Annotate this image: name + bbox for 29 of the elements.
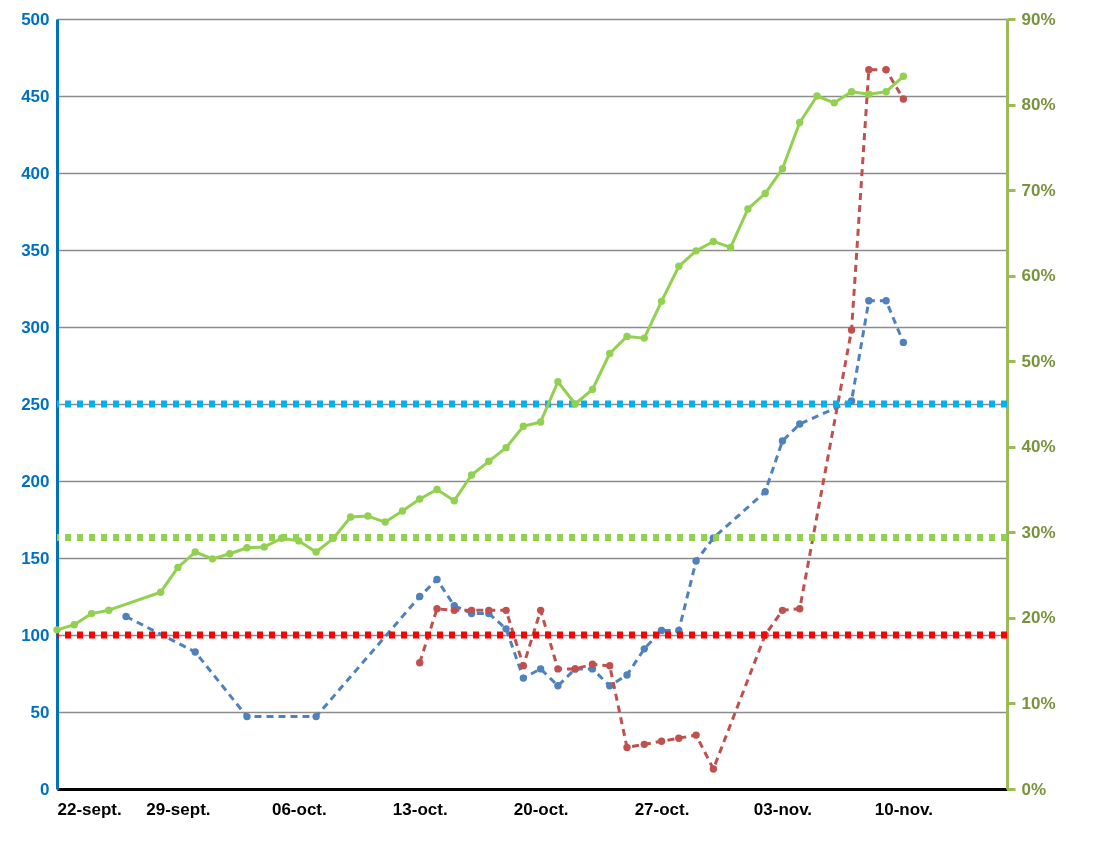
y2-tick-label: 70% [1021,180,1056,200]
x-tick-label: 27-oct. [634,799,690,819]
y-tick-label: 300 [21,317,50,337]
y2-tick-label: 80% [1021,95,1056,115]
y-tick-label: 400 [21,163,50,183]
y-tick-label: 150 [21,548,50,568]
y-tick-label: 250 [21,394,50,414]
x-tick-label: 20-oct. [513,799,569,819]
x-tick-label: 22-sept. [57,799,122,819]
x-tick-label: 03-nov. [753,799,813,819]
y-tick-label: 200 [21,471,50,491]
y2-tick-label: 60% [1021,266,1056,286]
y2-tick-label: 90% [1021,9,1056,29]
y-tick-label: 500 [21,9,50,29]
y2-tick-label: 20% [1021,608,1056,628]
y-tick-label: 50 [30,702,50,722]
y-tick-label: 0 [40,779,50,799]
x-tick-label: 13-oct. [392,799,448,819]
y-tick-label: 450 [21,86,50,106]
y2-tick-label: 0% [1021,779,1047,799]
y2-tick-label: 10% [1021,693,1056,713]
y2-tick-label: 30% [1021,522,1056,542]
x-tick-label: 29-sept. [146,799,211,819]
y-tick-label: 100 [21,625,50,645]
x-tick-label: 10-nov. [874,799,933,819]
x-tick-label: 06-oct. [271,799,327,819]
y-tick-label: 350 [21,240,50,260]
y2-tick-label: 40% [1021,437,1056,457]
y2-tick-label: 50% [1021,351,1056,371]
